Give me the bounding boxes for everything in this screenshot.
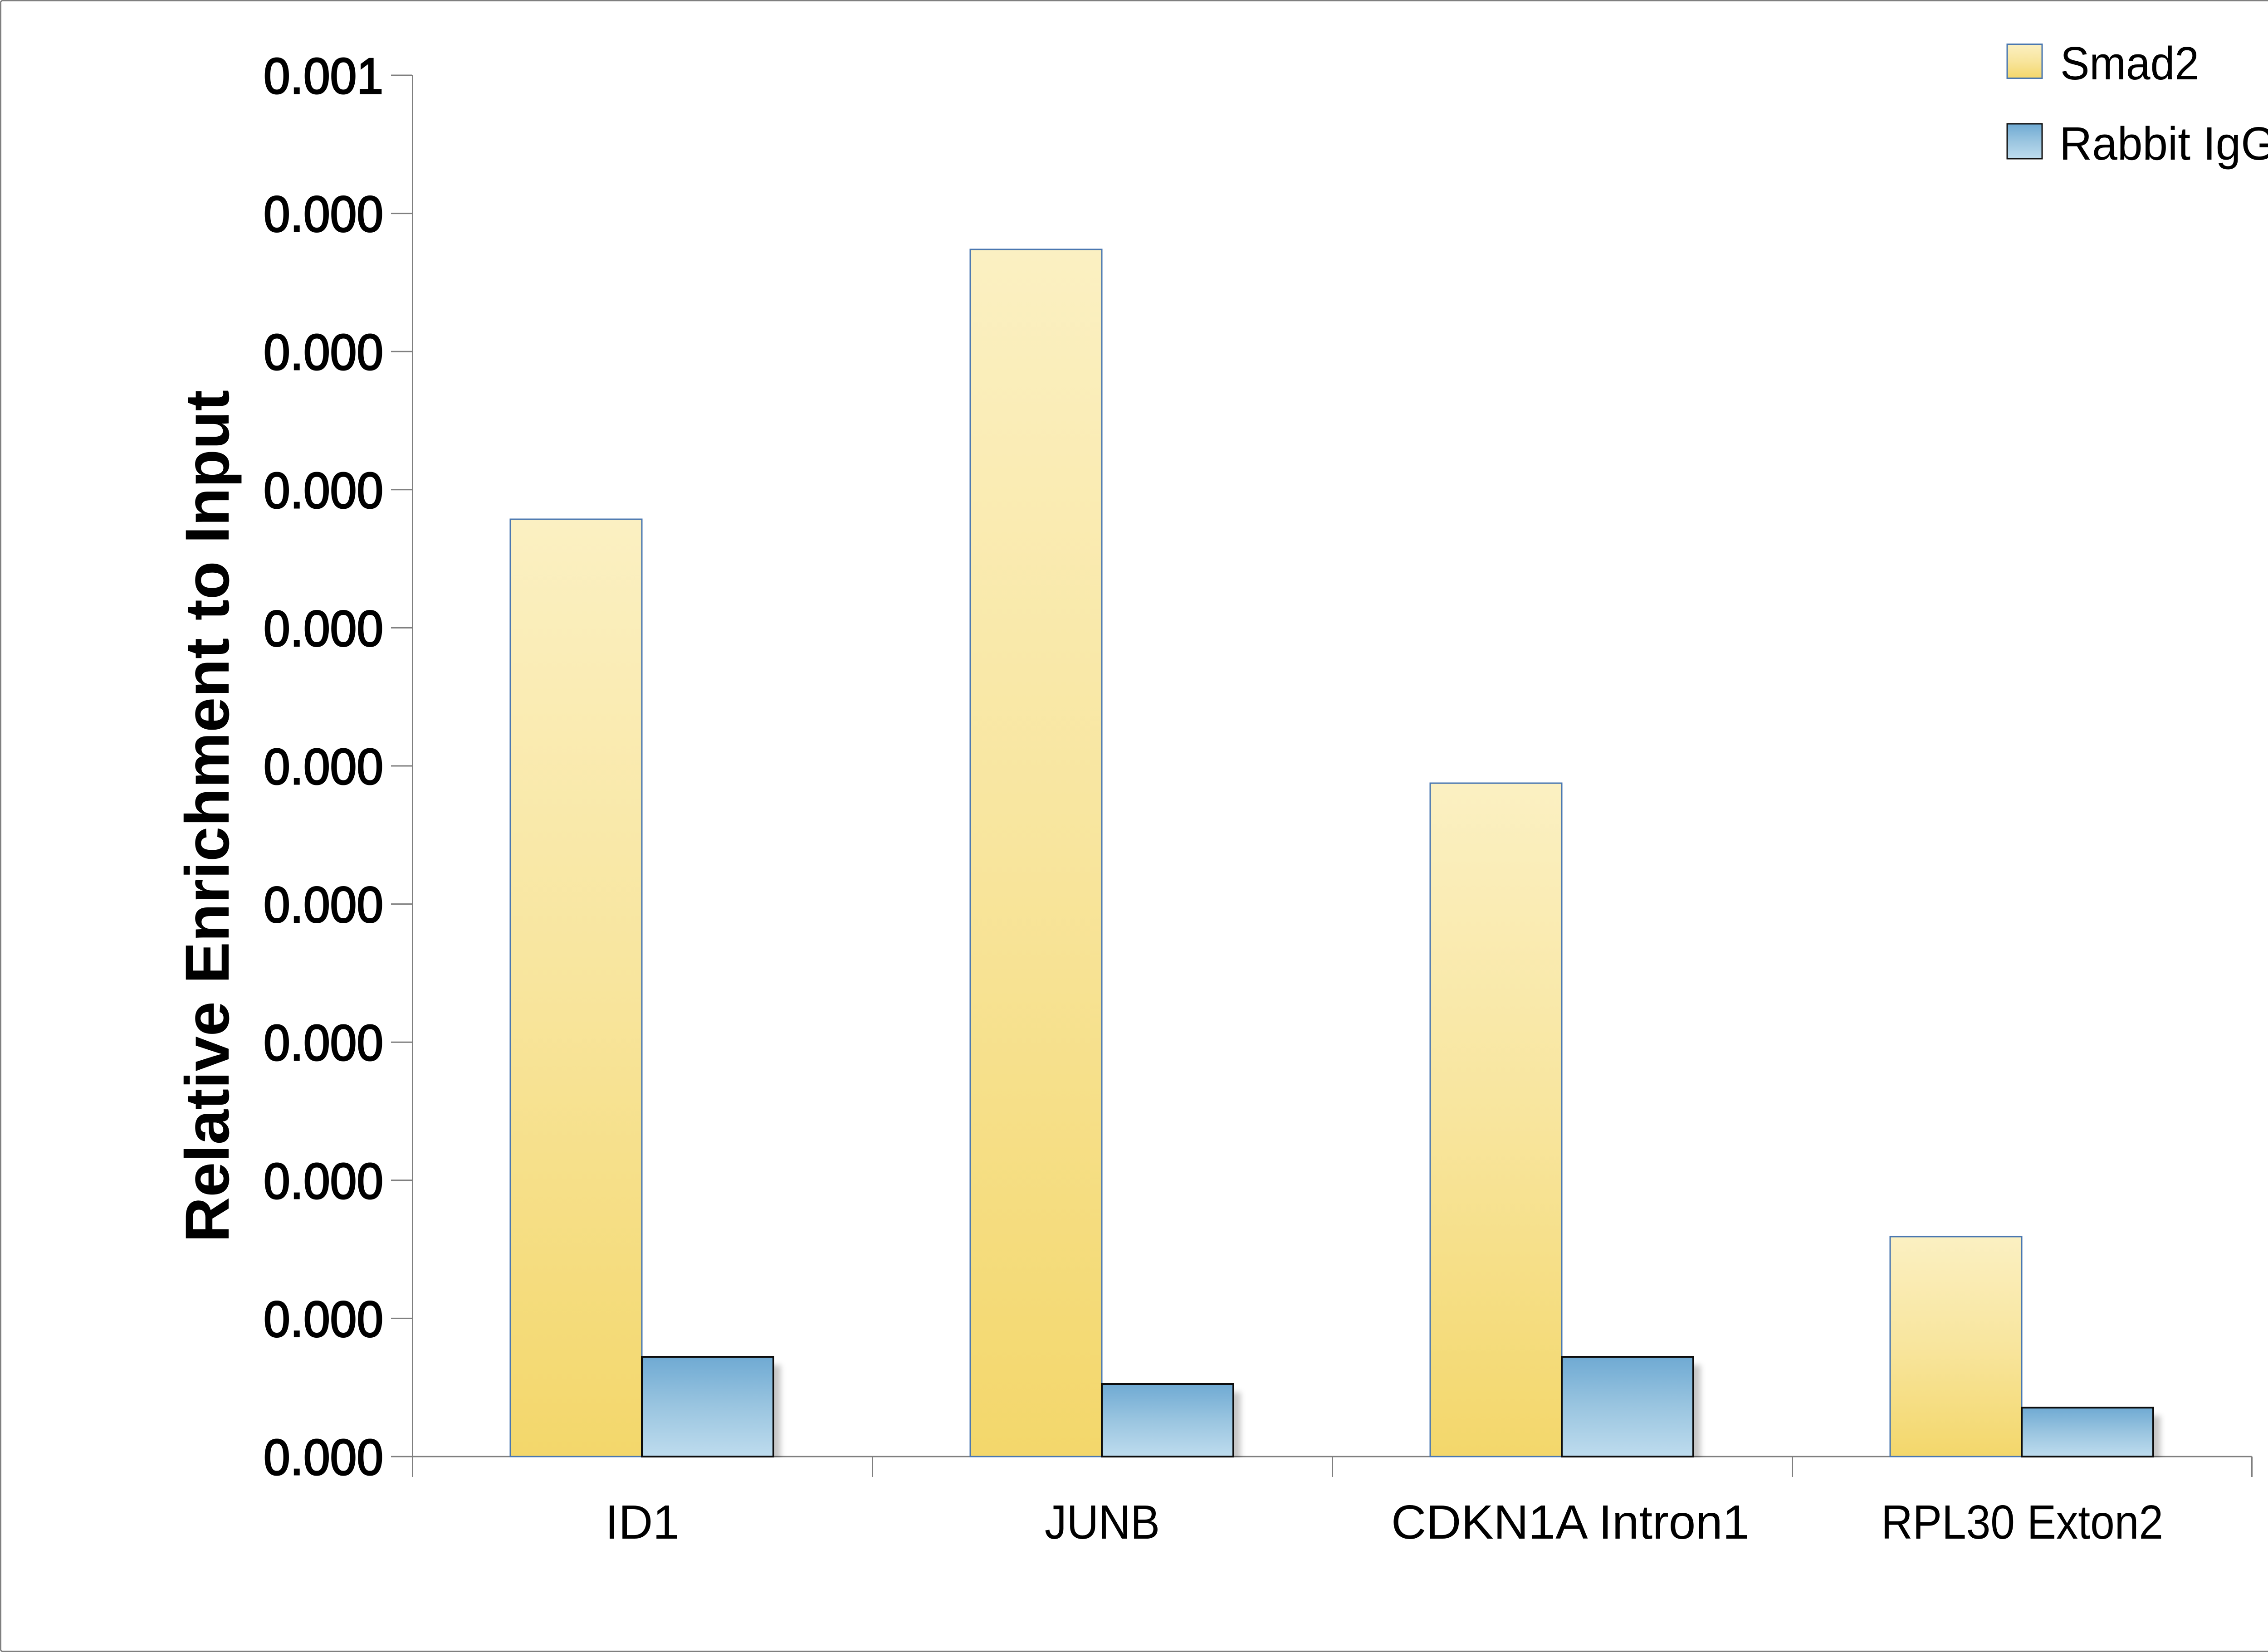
svg-text:0.000: 0.000 [264, 324, 383, 380]
svg-text:0.000: 0.000 [264, 877, 383, 933]
svg-text:0.001: 0.001 [264, 48, 383, 104]
svg-text:0.000: 0.000 [264, 1291, 383, 1347]
svg-text:Relative Enrichment to Input: Relative Enrichment to Input [173, 390, 242, 1243]
svg-text:ID1: ID1 [606, 1496, 679, 1549]
svg-text:0.000: 0.000 [264, 739, 383, 795]
svg-text:RPL30 Exton2: RPL30 Exton2 [1881, 1496, 2163, 1549]
svg-text:0.000: 0.000 [264, 1015, 383, 1071]
svg-text:JUNB: JUNB [1045, 1496, 1160, 1549]
svg-text:Smad2: Smad2 [2060, 37, 2199, 89]
svg-text:0.000: 0.000 [264, 186, 383, 243]
svg-text:0.000: 0.000 [264, 1153, 383, 1209]
svg-text:Rabbit IgG: Rabbit IgG [2059, 117, 2268, 170]
svg-text:0.000: 0.000 [264, 1429, 383, 1486]
svg-text:0.000: 0.000 [264, 463, 383, 519]
svg-text:0.000: 0.000 [264, 600, 383, 657]
svg-text:CDKN1A Intron1: CDKN1A Intron1 [1391, 1496, 1750, 1549]
